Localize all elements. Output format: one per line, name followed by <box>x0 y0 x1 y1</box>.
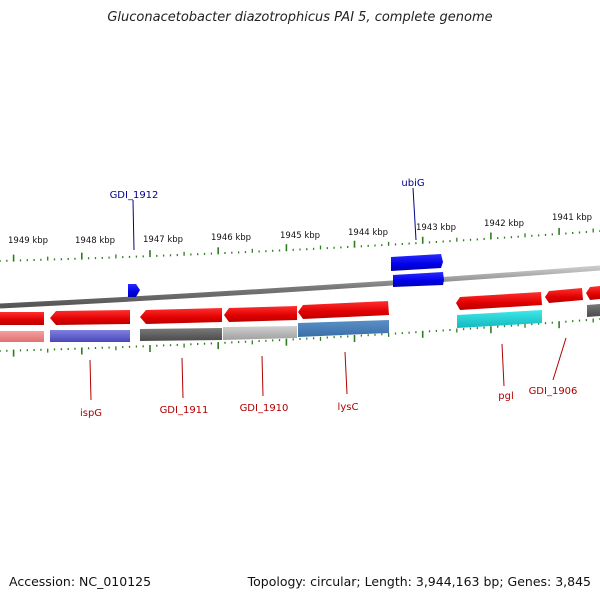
feature-block-steel <box>298 320 389 337</box>
map-title: Gluconacetobacter diazotrophicus PAI 5, … <box>107 10 493 25</box>
feature-block-slate <box>50 330 130 342</box>
gene-label-gdi-1910[interactable]: GDI_1910 <box>240 403 289 414</box>
gene-arrow-gdi-1911[interactable] <box>140 308 222 324</box>
gene-arrow-gdi-1910[interactable] <box>224 306 297 322</box>
scale-label: 1943 kbp <box>416 223 456 233</box>
gene-label-pgl[interactable]: pgl <box>498 391 513 402</box>
scale-label: 1948 kbp <box>75 236 115 246</box>
gene-label-gdi-1911[interactable]: GDI_1911 <box>160 405 209 416</box>
feature-block-silver <box>223 326 297 340</box>
feature-block-dark <box>140 328 222 341</box>
leader-line-gdi-1911 <box>181 357 184 399</box>
scale-label: 1946 kbp <box>211 233 251 243</box>
gene-label-gdi-1912[interactable]: GDI_1912 <box>110 190 159 201</box>
leader-line-gdi-1906 <box>552 337 567 381</box>
scale-label: 1947 kbp <box>143 235 183 245</box>
scale-label: 1942 kbp <box>484 219 524 229</box>
gene-label-lysc[interactable]: lysC <box>338 402 359 413</box>
gene-label-ispg[interactable]: ispG <box>80 408 102 419</box>
gene-arrow-ispg[interactable] <box>50 310 130 325</box>
gene-arrow-ubig-inner[interactable] <box>393 272 444 287</box>
leader-line-gdi-1912 <box>132 199 135 251</box>
gene-arrow-gdi-1912[interactable] <box>128 284 140 297</box>
genome-summary-text: Topology: circular; Length: 3,944,163 bp… <box>247 574 591 589</box>
outer-tick-ring <box>0 227 600 262</box>
scale-labels: 1949 kbp 1948 kbp 1947 kbp 1946 kbp 1945… <box>8 213 592 246</box>
genome-backbone <box>0 265 600 309</box>
leader-line-ispg <box>89 359 92 401</box>
inner-tick-ring <box>0 318 600 357</box>
feature-block-pink <box>0 331 44 342</box>
scale-label: 1941 kbp <box>552 213 592 223</box>
gene-label-gdi-1906[interactable]: GDI_1906 <box>529 386 578 397</box>
leader-line-ubig <box>412 187 417 241</box>
gene-arrow-partial-left[interactable] <box>0 312 44 325</box>
gene-arrow-ubig-outer[interactable] <box>391 254 443 271</box>
gene-arrow-gdi-1906[interactable] <box>545 288 583 303</box>
leader-line-gdi-1910 <box>261 355 264 397</box>
feature-block-cyan <box>457 310 542 328</box>
gene-arrow-pgl[interactable] <box>456 292 542 310</box>
gene-arrow-partial-right[interactable] <box>586 286 600 300</box>
scale-label: 1945 kbp <box>280 231 320 241</box>
scale-label: 1944 kbp <box>348 228 388 238</box>
feature-block-gray-right <box>587 304 600 317</box>
accession-text: Accession: NC_010125 <box>9 574 152 589</box>
leader-line-pgl <box>501 343 505 387</box>
gene-label-ubig[interactable]: ubiG <box>401 178 424 189</box>
gene-arrow-lysc[interactable] <box>298 301 389 319</box>
leader-line-lysc <box>344 351 348 395</box>
scale-label: 1949 kbp <box>8 236 48 246</box>
